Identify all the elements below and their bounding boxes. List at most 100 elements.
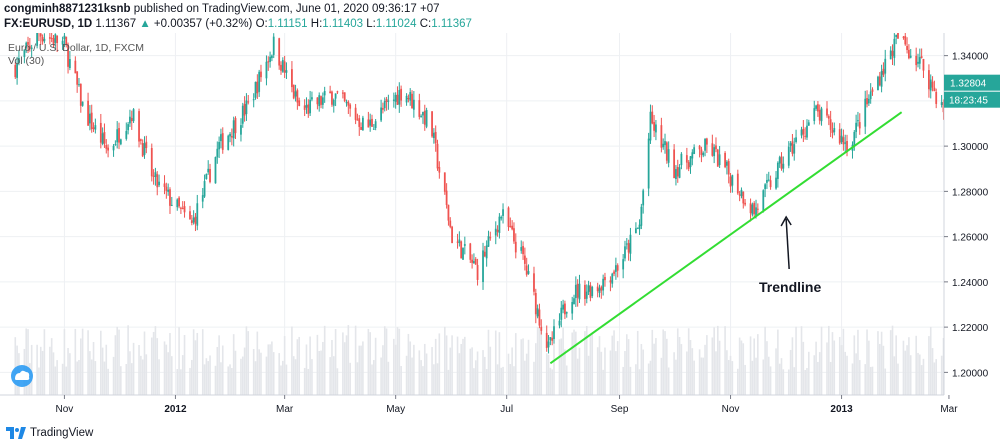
candle (41, 34, 44, 45)
candle (840, 128, 843, 145)
candle-body (347, 101, 350, 106)
volume-bar (840, 345, 843, 395)
volume-bar (38, 367, 40, 395)
volume-bar (101, 347, 104, 395)
candle-body (445, 190, 448, 205)
candle (152, 169, 155, 185)
candle (418, 93, 421, 120)
volume-bar (27, 329, 29, 395)
candle (778, 155, 781, 168)
candle-body (687, 162, 690, 169)
volume-bar (538, 327, 541, 395)
volume-bar (474, 360, 477, 395)
candle-body (614, 265, 617, 272)
candle-body (150, 148, 153, 177)
volume-bar (844, 351, 846, 395)
volume-bar (282, 360, 284, 395)
candle-body (769, 180, 772, 188)
candle-body (220, 134, 222, 142)
candle (196, 194, 199, 231)
candle (540, 319, 543, 335)
candle (471, 254, 473, 269)
candle-body (90, 112, 93, 130)
candle-body (407, 98, 410, 100)
candle-body (867, 98, 870, 104)
candle (81, 101, 84, 107)
candle-body (702, 152, 705, 156)
candle-body (787, 146, 790, 166)
candle (551, 331, 554, 346)
candle-body (838, 129, 841, 144)
candle (871, 87, 874, 96)
candle (769, 175, 772, 190)
candle (844, 134, 847, 153)
candle-body (767, 179, 770, 181)
author-name[interactable]: congminh8871231ksnb (4, 3, 131, 15)
candlestick-chart[interactable]: Trendline1.340001.320001.300001.280001.2… (0, 33, 1000, 425)
candle (653, 114, 655, 138)
candle (884, 49, 887, 82)
candle-body (129, 116, 131, 124)
cloud-icon (15, 370, 30, 380)
candle-body (420, 116, 423, 118)
volume-bar (711, 337, 714, 395)
volume-bar (438, 333, 441, 395)
candle (655, 120, 657, 141)
volume-bar (81, 328, 84, 395)
candle (392, 92, 395, 108)
candle-body (744, 202, 746, 205)
volume-bar (929, 326, 932, 395)
candle-body (101, 133, 104, 145)
candle-body (307, 104, 310, 114)
candle (520, 240, 523, 254)
volume-bar (815, 341, 817, 395)
candle (463, 236, 466, 255)
volume-bar (853, 335, 856, 395)
candle-body (54, 34, 57, 43)
candle (929, 74, 932, 99)
candle-body (374, 121, 377, 128)
volume-bar (842, 328, 845, 395)
volume-bar (676, 328, 679, 395)
volume-bar (418, 350, 421, 395)
candle-body (762, 190, 765, 211)
annotation-arrow-shaft (785, 218, 790, 270)
candle (889, 46, 892, 60)
candle (513, 222, 515, 244)
volume-bar (103, 361, 106, 395)
volume-bar (431, 347, 433, 395)
candle (438, 161, 441, 179)
candle (716, 148, 719, 167)
candle-body (638, 224, 641, 230)
candle-body (252, 99, 255, 101)
candle-body (857, 120, 859, 122)
candle-body (78, 84, 80, 86)
volume-bar (272, 352, 275, 395)
candle (396, 86, 399, 105)
volume-bar (675, 359, 677, 395)
candle-body (369, 119, 372, 126)
branding[interactable]: TradingView (6, 427, 93, 439)
volume-bar (61, 363, 64, 395)
volume-bar (880, 331, 883, 395)
volume-bar (742, 343, 745, 395)
candle (736, 169, 739, 195)
candle-body (660, 125, 663, 148)
candle (214, 156, 217, 184)
candle (635, 222, 637, 234)
volume-bar (549, 367, 552, 395)
candle (205, 173, 208, 180)
candle-body (691, 152, 694, 159)
x-tick-label: Nov (56, 404, 74, 415)
volume-bar (777, 329, 779, 395)
candle-body (815, 105, 817, 109)
candle-body (560, 307, 563, 320)
candle-body (818, 109, 821, 121)
volume-bar (371, 364, 373, 395)
symbol-label[interactable]: FX:EURUSD, 1D (4, 18, 93, 30)
volume-bar (727, 360, 730, 395)
candle (267, 56, 270, 71)
volume-bar (878, 343, 881, 395)
volume-bar (820, 326, 823, 395)
candle (298, 97, 301, 107)
